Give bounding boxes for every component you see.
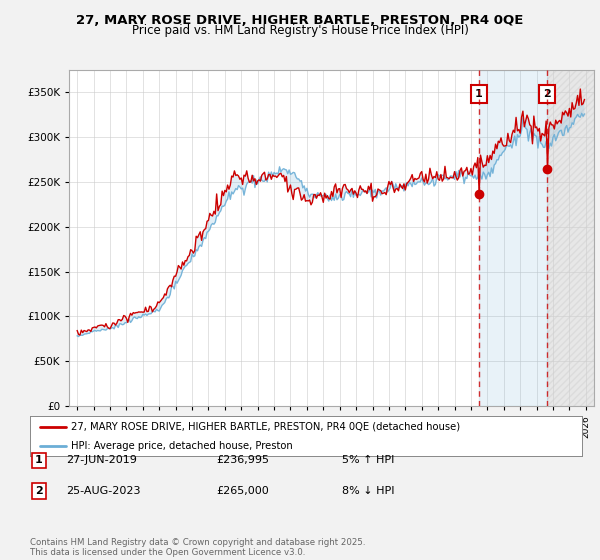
Bar [479,70,547,406]
Text: £236,995: £236,995 [216,455,269,465]
Text: 2: 2 [35,486,43,496]
Text: 1: 1 [475,89,483,99]
Text: 27, MARY ROSE DRIVE, HIGHER BARTLE, PRESTON, PR4 0QE: 27, MARY ROSE DRIVE, HIGHER BARTLE, PRES… [76,14,524,27]
Bar [547,70,594,406]
Text: 8% ↓ HPI: 8% ↓ HPI [342,486,395,496]
Text: 27, MARY ROSE DRIVE, HIGHER BARTLE, PRESTON, PR4 0QE (detached house): 27, MARY ROSE DRIVE, HIGHER BARTLE, PRES… [71,422,461,432]
Text: 5% ↑ HPI: 5% ↑ HPI [342,455,394,465]
Text: 27-JUN-2019: 27-JUN-2019 [66,455,137,465]
Text: Price paid vs. HM Land Registry's House Price Index (HPI): Price paid vs. HM Land Registry's House … [131,24,469,37]
Text: 25-AUG-2023: 25-AUG-2023 [66,486,140,496]
Text: 2: 2 [544,89,551,99]
Text: 1: 1 [35,455,43,465]
Text: Contains HM Land Registry data © Crown copyright and database right 2025.
This d: Contains HM Land Registry data © Crown c… [30,538,365,557]
Text: HPI: Average price, detached house, Preston: HPI: Average price, detached house, Pres… [71,441,293,450]
Text: £265,000: £265,000 [216,486,269,496]
